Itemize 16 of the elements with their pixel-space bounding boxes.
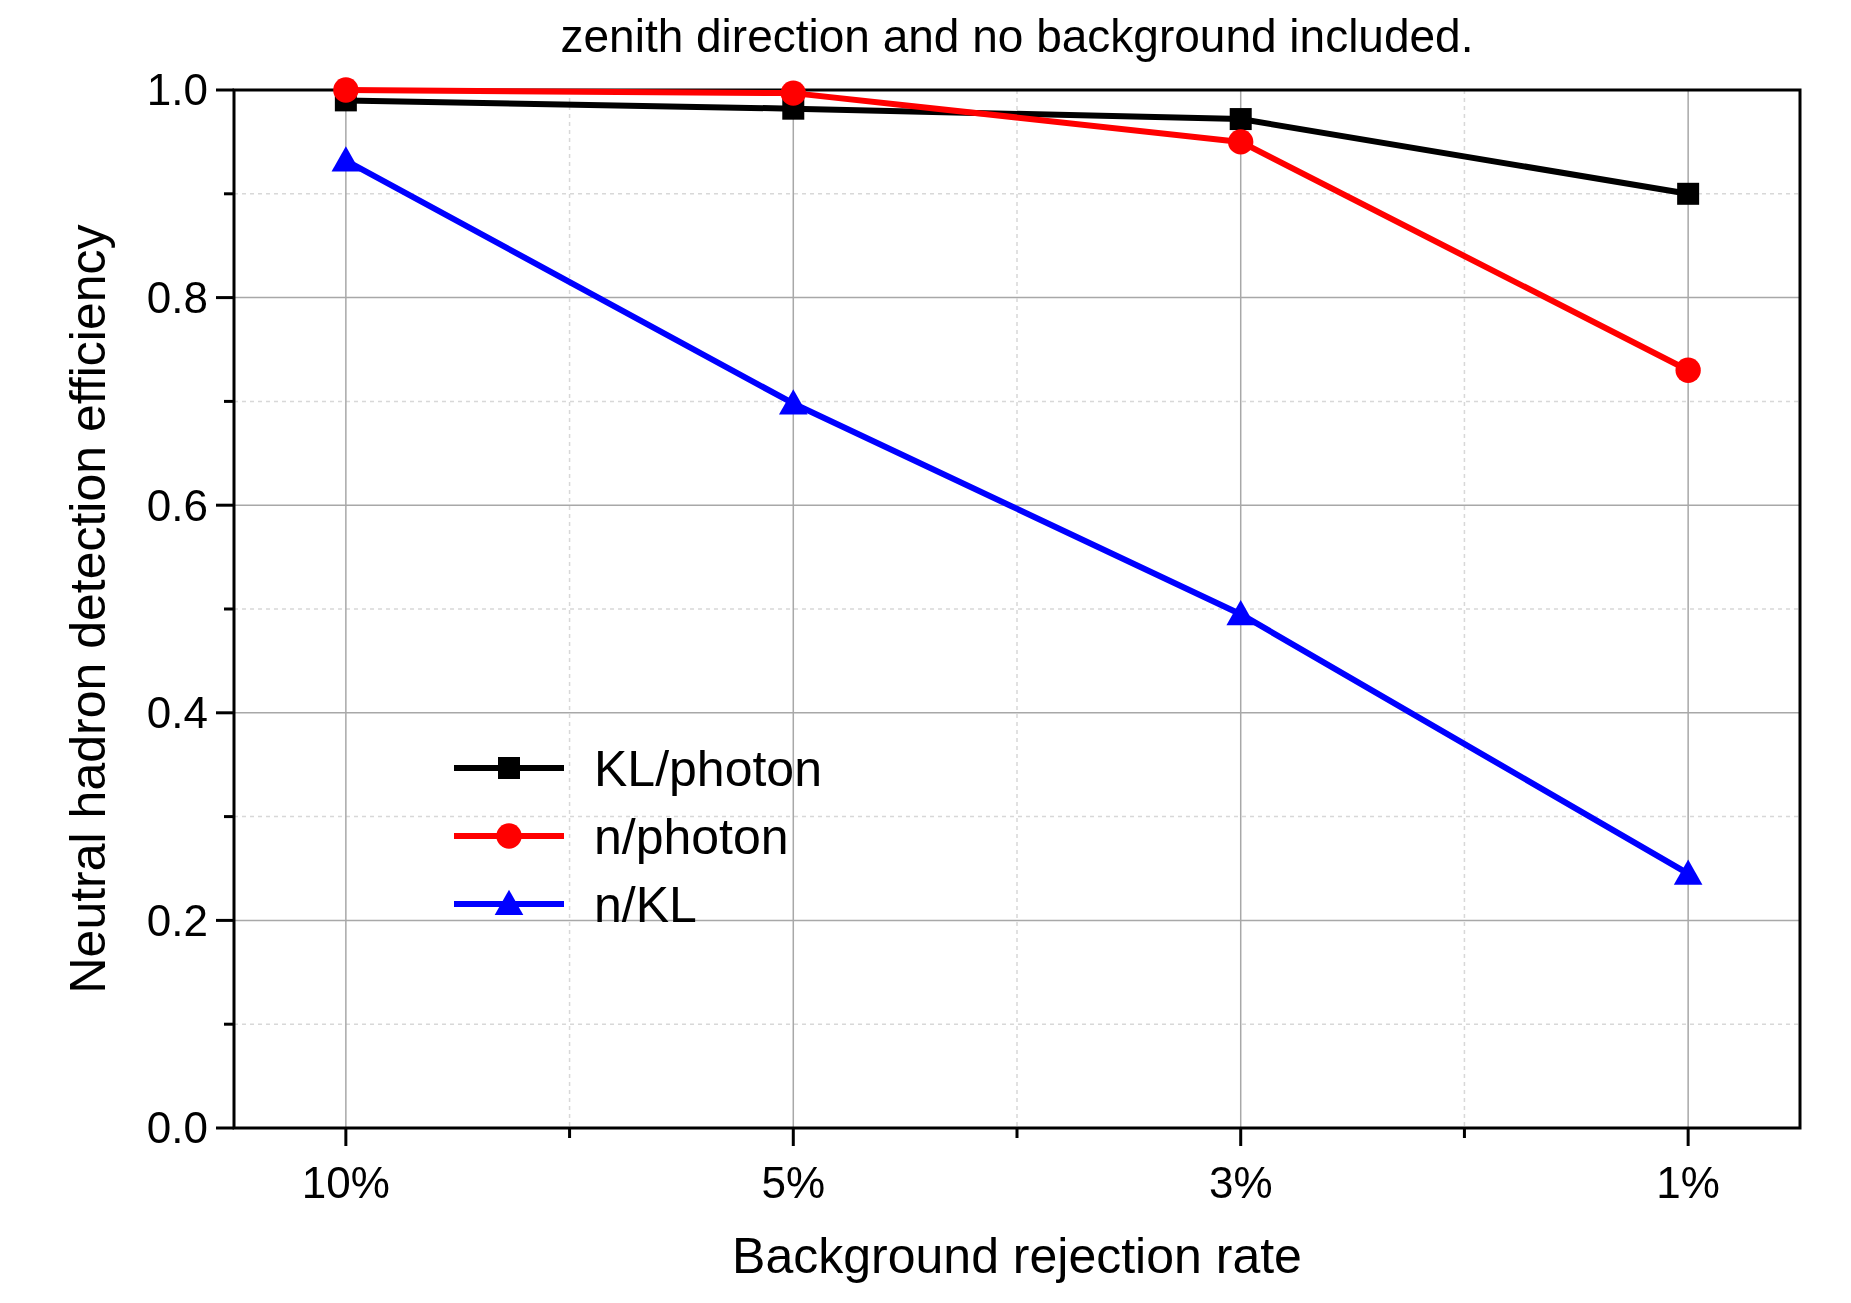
y-tick-label: 0.4 xyxy=(146,688,208,738)
x-tick-label: 5% xyxy=(761,1158,826,1207)
y-tick-label: 0.2 xyxy=(146,895,208,945)
legend-label: KL/photon xyxy=(594,740,822,797)
y-tick-label: 1.0 xyxy=(146,65,208,115)
legend-label: n/photon xyxy=(594,808,789,865)
y-axis-title: Neutral hadron detection efficiency xyxy=(60,224,116,994)
y-tick-label: 0.6 xyxy=(146,480,208,530)
x-tick-label: 10% xyxy=(301,1158,390,1207)
x-tick-label: 1% xyxy=(1656,1158,1720,1207)
legend-label: n/KL xyxy=(594,876,697,933)
y-tick-label: 0.0 xyxy=(146,1103,208,1153)
x-axis-title: Background rejection rate xyxy=(732,1228,1302,1284)
x-tick-label: 3% xyxy=(1208,1158,1273,1207)
y-tick-label: 0.8 xyxy=(146,273,208,322)
chart-title: zenith direction and no background included. xyxy=(560,10,1474,62)
